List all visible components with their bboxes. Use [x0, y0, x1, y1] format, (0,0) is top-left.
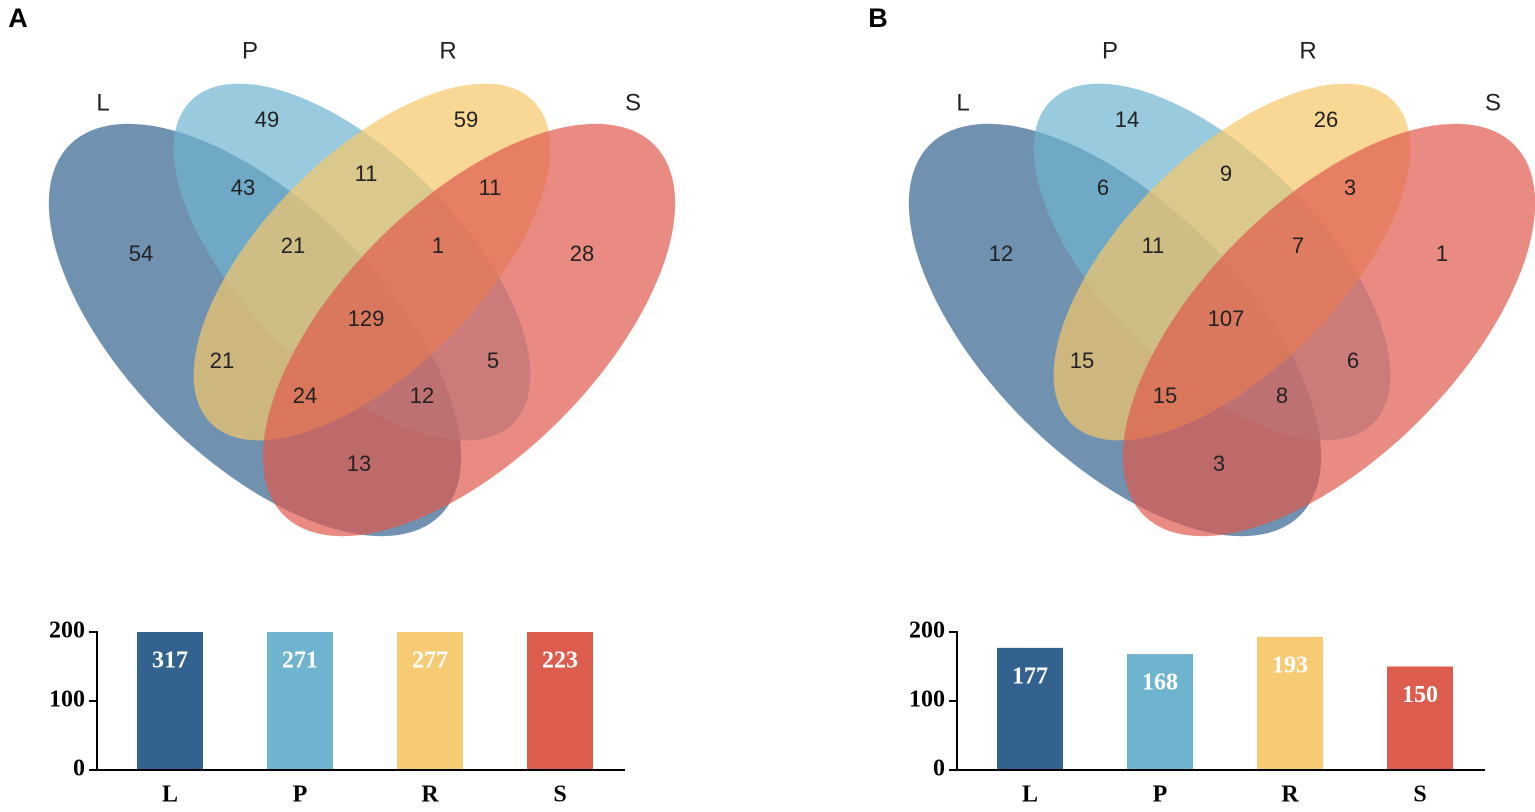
region-count: 3	[1213, 451, 1225, 476]
region-count: 21	[281, 233, 305, 258]
region-count: 14	[1115, 107, 1139, 132]
panel-label: B	[868, 3, 888, 33]
region-count: 12	[410, 383, 434, 408]
bar	[1387, 666, 1453, 770]
region-count: 8	[1276, 383, 1288, 408]
value-label: 193	[1272, 652, 1308, 678]
region-count: 59	[454, 107, 478, 132]
set-label: P	[1102, 37, 1118, 64]
set-label: R	[439, 37, 456, 64]
y-tick-label: 200	[49, 618, 85, 644]
region-count: 15	[1153, 383, 1177, 408]
value-label: 271	[282, 648, 318, 674]
bar	[397, 632, 463, 770]
bar	[997, 647, 1063, 770]
region-count: 21	[210, 348, 234, 373]
x-tick-label: P	[293, 782, 308, 808]
x-tick-label: R	[1281, 782, 1299, 808]
region-count: 11	[1142, 233, 1165, 258]
region-count: 49	[255, 107, 279, 132]
set-ellipse	[262, 123, 676, 537]
x-tick-label: R	[421, 782, 439, 808]
region-count: 15	[1070, 348, 1094, 373]
x-tick-label: L	[1022, 782, 1038, 808]
set-ellipse	[1122, 123, 1535, 537]
region-count: 6	[1097, 175, 1109, 200]
bars	[137, 632, 593, 770]
bar	[267, 632, 333, 770]
bar	[137, 632, 203, 770]
y-tick-label: 100	[909, 687, 945, 713]
region-count: 6	[1347, 348, 1359, 373]
x-tick-label: S	[553, 782, 566, 808]
value-label: 177	[1012, 663, 1048, 689]
value-label: 223	[542, 648, 578, 674]
region-count: 5	[487, 348, 499, 373]
region-count: 129	[348, 306, 385, 331]
set-label: S	[1485, 89, 1501, 116]
region-count: 13	[347, 451, 371, 476]
region-count: 1	[1436, 241, 1448, 266]
panel-label: A	[8, 3, 28, 33]
x-tick-label: S	[1413, 782, 1426, 808]
value-label: 277	[412, 648, 448, 674]
bar	[1257, 636, 1323, 770]
region-count: 11	[479, 175, 502, 200]
region-count: 24	[293, 383, 317, 408]
set-label: P	[242, 37, 258, 64]
value-label: 317	[152, 648, 188, 674]
region-count: 54	[129, 241, 153, 266]
region-count: 12	[989, 241, 1013, 266]
region-count: 28	[570, 241, 594, 266]
set-label: S	[625, 89, 641, 116]
bar	[1127, 654, 1193, 770]
set-label: R	[1299, 37, 1316, 64]
region-count: 11	[355, 161, 378, 186]
region-count: 43	[231, 175, 255, 200]
y-tick-label: 200	[909, 618, 945, 644]
set-label: L	[96, 89, 109, 116]
region-count: 26	[1314, 107, 1338, 132]
y-tick-label: 0	[933, 756, 945, 782]
region-count: 1	[432, 233, 444, 258]
region-count: 3	[1344, 175, 1356, 200]
region-count: 107	[1208, 306, 1245, 331]
bar	[527, 632, 593, 770]
y-tick-label: 0	[73, 756, 85, 782]
value-label: 150	[1402, 682, 1438, 708]
y-tick-label: 100	[49, 687, 85, 713]
bars	[997, 636, 1453, 770]
x-tick-label: P	[1153, 782, 1168, 808]
value-label: 168	[1142, 670, 1178, 696]
x-tick-label: L	[162, 782, 178, 808]
set-label: L	[956, 89, 969, 116]
region-count: 7	[1292, 233, 1304, 258]
region-count: 9	[1220, 161, 1232, 186]
